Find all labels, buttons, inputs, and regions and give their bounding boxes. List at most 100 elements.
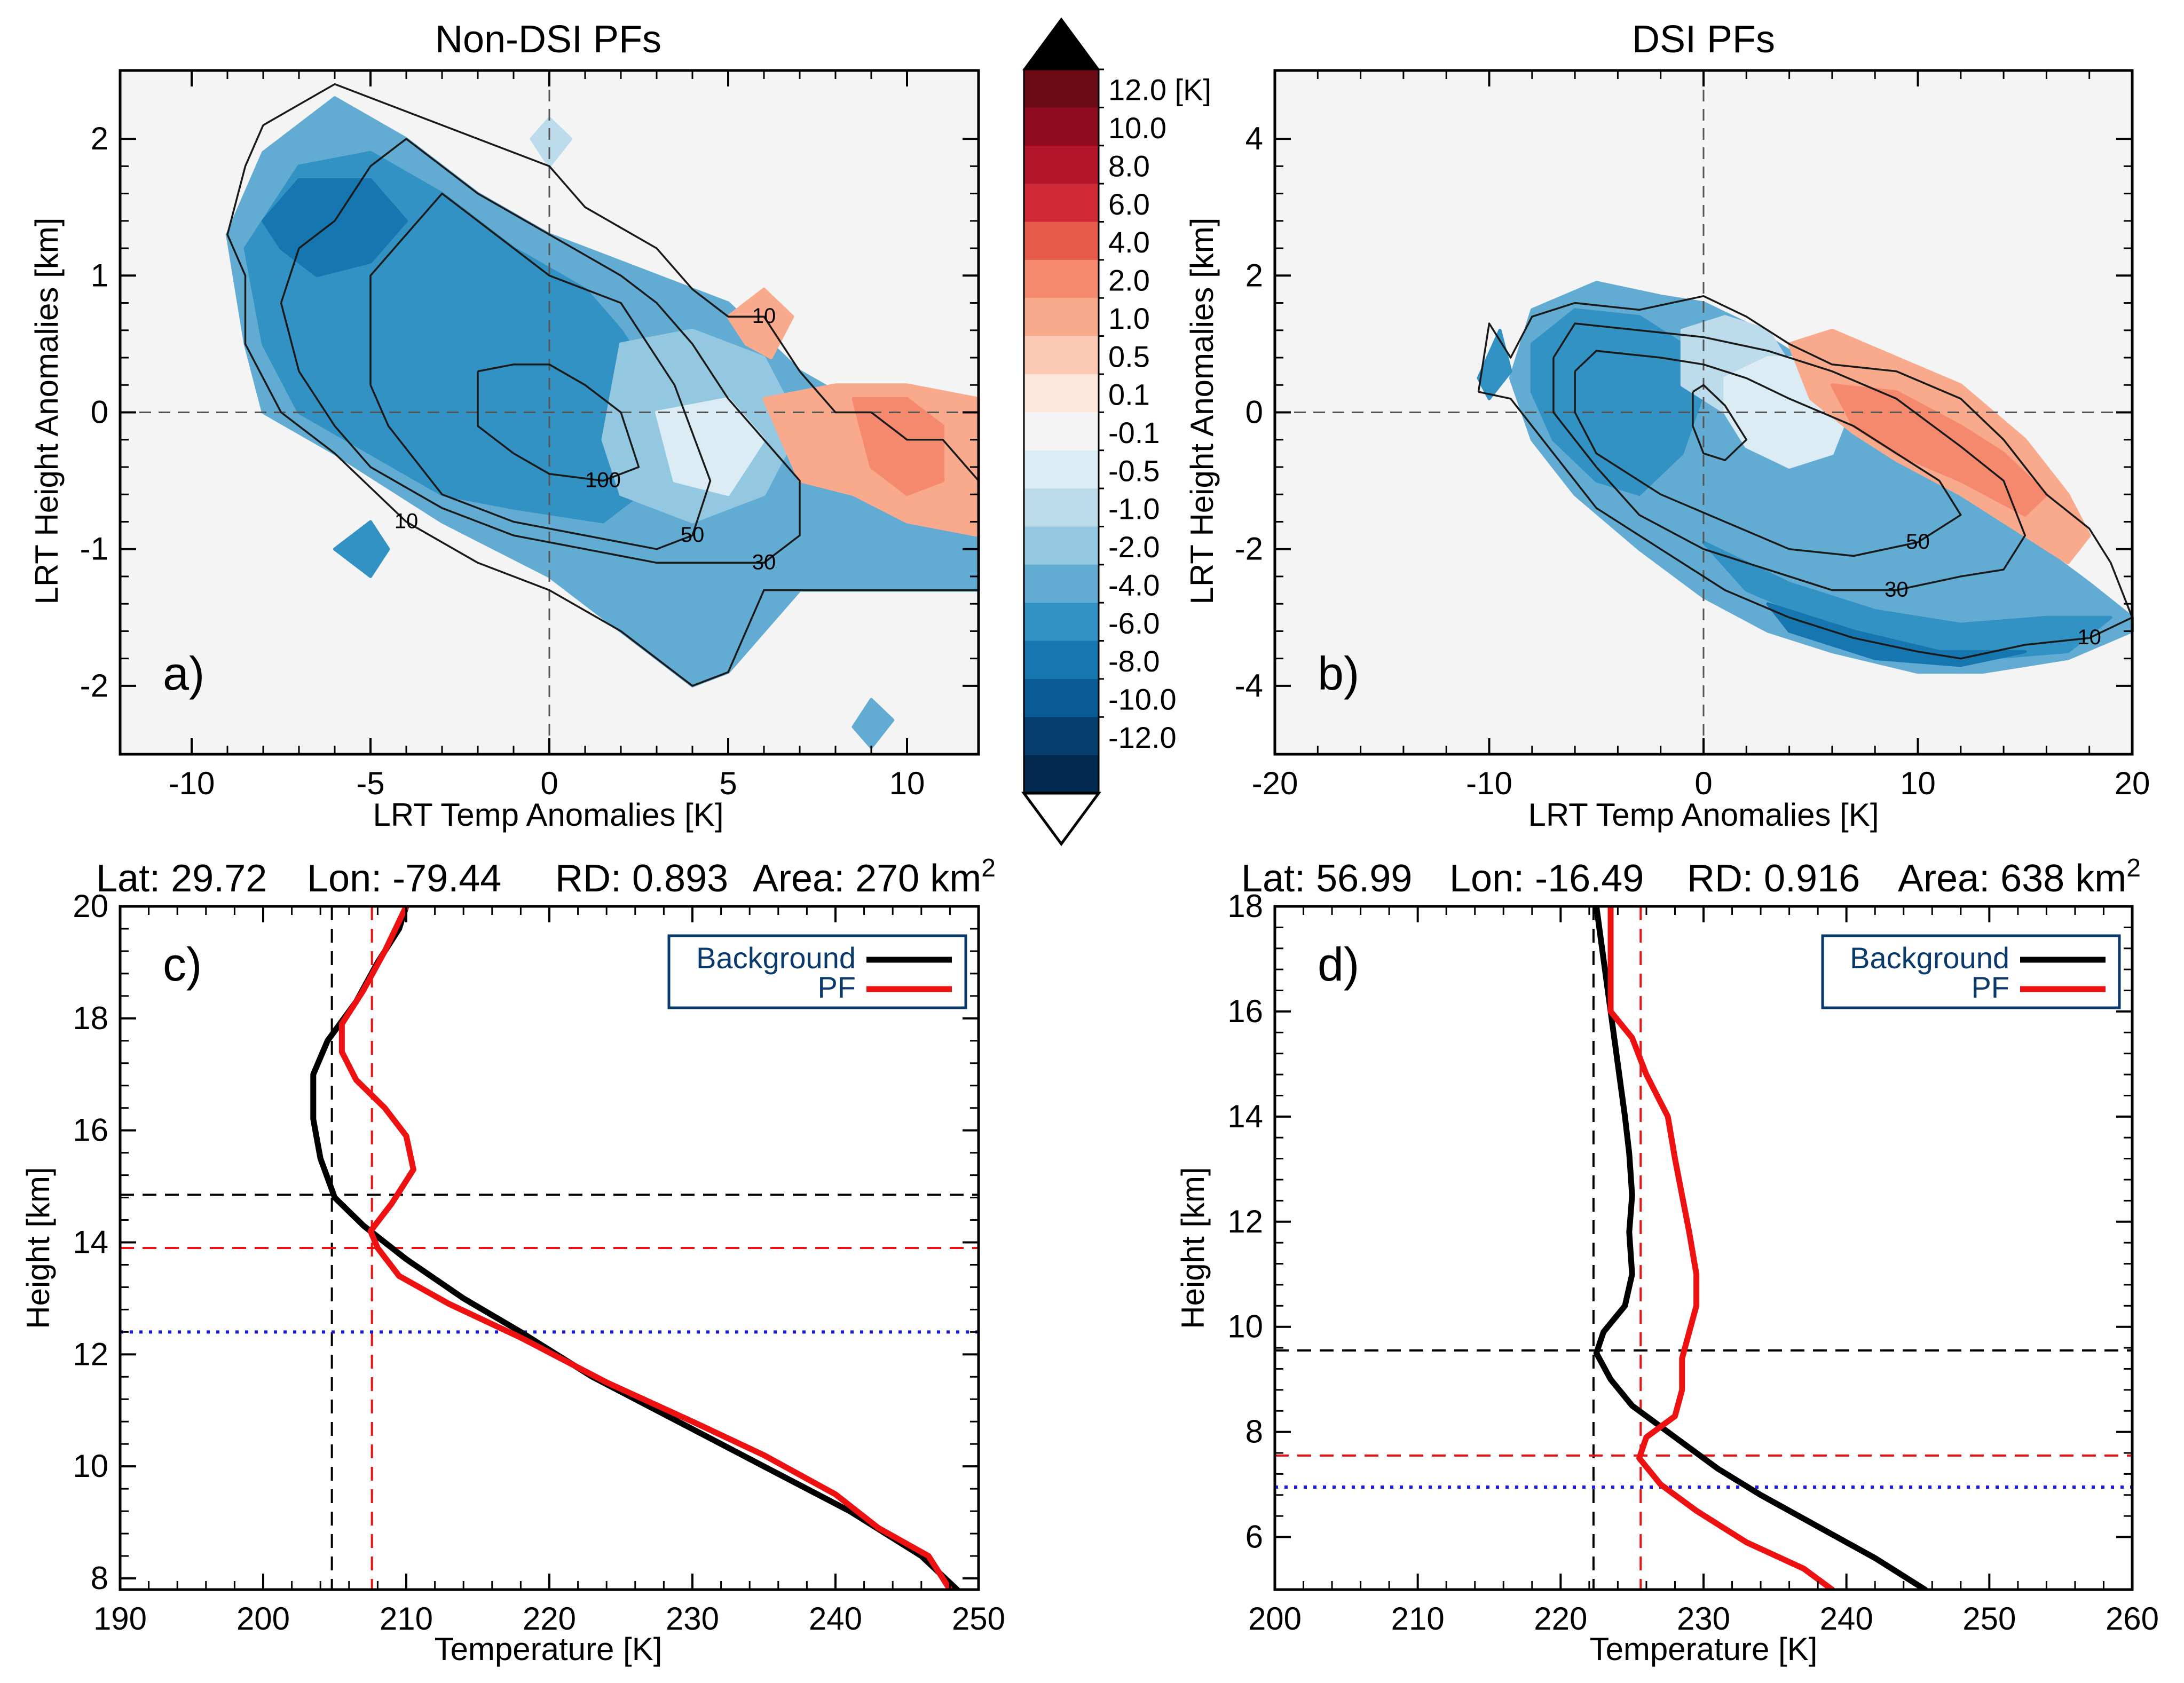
colorbar-label: 1.0 [1108,302,1150,335]
panel-c-ylabel: Height [km] [20,1167,56,1329]
panel-d-xtick-label: 200 [1248,1601,1302,1637]
colorbar-swatch [1024,526,1099,565]
panel-a-xlabel: LRT Temp Anomalies [K] [373,797,723,833]
panel-c-lon: Lon: -79.44 [307,857,501,900]
colorbar-under-triangle [1021,792,1101,847]
panel-b-contour-line [1574,350,1962,557]
panel-d-legend-label: PF [1971,970,2009,1004]
colorbar-swatch [1024,222,1099,260]
panel-c-letter: c) [163,938,202,991]
panel-b-shade-region [1766,602,2027,667]
panel-a-ytick-label: -2 [80,668,108,704]
colorbar-label: 6.0 [1108,187,1150,221]
colorbar-label: 10.0 [1108,111,1166,145]
colorbar-label: -4.0 [1108,568,1160,602]
panel-d-letter: d) [1318,938,1359,991]
colorbar-label: 8.0 [1108,149,1150,183]
colorbar-label: 4.0 [1108,225,1150,259]
colorbar-swatch [1024,641,1099,679]
panel-d-xtick-label: 210 [1391,1601,1445,1637]
panel-c-xtick-label: 220 [523,1601,576,1637]
colorbar: 12.0 [K] 10.0 8.0 6.0 4.0 2.0 1.0 0.5 0.1 -0.1 -0.… [1021,17,1211,847]
panel-a-contour-label: 30 [752,550,776,574]
panel-c-plot: 190 200 210 220 230 240 250 8 10 12 14 16 18 20 Backgr… [73,888,1005,1637]
colorbar-swatch [1024,184,1099,222]
panel-d-xtick-label: 230 [1677,1601,1730,1637]
panel-d-ytick-label: 6 [1245,1519,1263,1555]
colorbar-swatch [1024,412,1099,451]
panel-b-ytick-label: -2 [1235,531,1263,567]
colorbar-label: -0.5 [1108,454,1160,487]
panel-a-shade-region [333,520,390,578]
panel-d-series-background [1593,906,1928,1590]
panel-a-contour-label: 100 [585,469,621,492]
panel-d-legend-label: Background [1850,941,2009,975]
panel-b-contour-label: 30 [1885,578,1909,602]
panel-a-shade-region [851,698,895,749]
panel-c-line-chart: 190 200 210 220 230 240 250 8 10 12 14 16 18 20 Backgr… [20,854,1005,1667]
panel-c-series-pf [338,906,953,1590]
panel-c-legend-label: PF [817,970,856,1004]
panel-a-contour-line [226,124,979,687]
colorbar-label: -12.0 [1108,721,1177,754]
colorbar-label: -1.0 [1108,492,1160,526]
panel-b-contours: 10 30 50 [1275,70,2133,754]
panel-c-ytick-label: 12 [73,1336,108,1372]
panel-b-contour-line [1552,322,2027,591]
panel-d-xtick-label: 250 [1962,1601,2016,1637]
colorbar-label: -0.1 [1108,416,1160,449]
panel-a-contour-line [263,83,980,481]
panel-a-title: Non-DSI PFs [435,18,661,61]
panel-b-xtick-label: 10 [1900,765,1936,801]
panel-d-ytick-label: 16 [1227,993,1263,1029]
panel-b-letter: b) [1318,647,1359,700]
panel-c-area-sup: 2 [981,854,996,882]
panel-a-shade-region [262,178,408,278]
panel-a-shade-region [727,287,794,359]
panel-b-shade-region [1530,308,1705,496]
panel-d-ytick-label: 18 [1227,888,1263,924]
panel-c-xtick-label: 250 [952,1601,1005,1637]
colorbar-swatch [1024,145,1099,184]
panel-c-ytick-label: 8 [91,1560,108,1596]
panel-b-xtick-label: -20 [1252,765,1298,801]
panel-b-contour-label: 50 [1906,530,1930,554]
colorbar-swatch [1024,564,1099,603]
panel-b-ytick-label: 4 [1245,121,1263,156]
panel-d-lon: Lon: -16.49 [1449,857,1644,900]
panel-a-xtick-label: -10 [169,765,215,801]
colorbar-swatch [1024,298,1099,337]
panel-a-xtick-label: 10 [889,765,925,801]
colorbar-swatch [1024,603,1099,642]
panel-d-lat: Lat: 56.99 [1241,857,1412,900]
panel-d-series-pf [1607,906,1835,1590]
panel-d-xtick-label: 220 [1534,1601,1587,1637]
panel-c-header: Lat: 29.72 Lon: -79.44 RD: 0.893 Area: 2… [96,854,996,900]
panel-b-shade-region [1477,328,1512,400]
panel-d-plot-area [1275,906,2132,1590]
panel-a-contour-line [369,192,712,550]
panel-a-ytick-label: 1 [91,257,108,293]
panel-a-ytick-label: -1 [80,531,108,567]
panel-b-ylabel: LRT Height Anomalies [km] [1184,218,1220,605]
panel-a-ytick-label: 0 [91,394,108,430]
colorbar-swatch [1024,678,1099,717]
panel-d-line-chart: 200 210 220 230 240 250 260 6 8 10 12 14 16 18 Backgro… [1175,854,2159,1667]
panel-c-xtick-label: 210 [380,1601,433,1637]
panel-c-ytick-label: 20 [73,888,108,924]
colorbar-swatch [1024,755,1099,794]
panel-a-ylabel: LRT Height Anomalies [km] [29,218,65,605]
panel-c-ytick-label: 14 [73,1224,108,1260]
panel-c-area: Area: 270 km2 [753,854,996,900]
panel-b-contour-label: 10 [2077,626,2101,649]
colorbar-swatch [1024,107,1099,146]
colorbar-label: -10.0 [1108,683,1177,716]
panel-d-header: Lat: 56.99 Lon: -16.49 RD: 0.916 Area: 6… [1241,854,2141,900]
colorbar-label: 0.5 [1108,339,1150,373]
panel-d-plot: 200 210 220 230 240 250 260 6 8 10 12 14 16 18 Backgro… [1227,888,2159,1637]
panel-c-ytick-label: 10 [73,1448,108,1484]
panel-c-xtick-label: 200 [236,1601,290,1637]
panel-a-contour-label: 10 [395,509,419,533]
panel-d-ytick-label: 14 [1227,1099,1263,1134]
